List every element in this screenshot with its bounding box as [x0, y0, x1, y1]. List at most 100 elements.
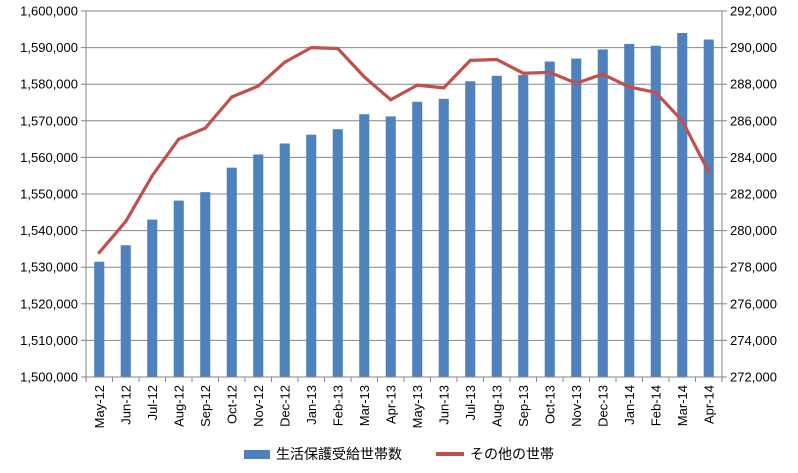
- line-point: [521, 71, 525, 75]
- gridlines: [86, 10, 722, 378]
- x-tick-label: Jul-13: [463, 385, 478, 420]
- line-point: [415, 83, 419, 87]
- line-point: [574, 81, 578, 85]
- bar: [332, 129, 343, 377]
- line-point: [654, 90, 658, 95]
- right-tick-label: 292,000: [730, 4, 777, 19]
- x-tick-label: May-13: [410, 385, 425, 428]
- right-tick-label: 274,000: [730, 333, 777, 348]
- bar: [677, 32, 688, 378]
- x-tick-label: Jun-12: [118, 385, 133, 425]
- bar: [544, 61, 555, 378]
- bar: [518, 75, 529, 378]
- line-point: [230, 95, 234, 99]
- line-point: [468, 58, 472, 63]
- bar: [306, 134, 317, 377]
- right-tick-label: 280,000: [730, 223, 777, 238]
- bar: [438, 98, 449, 377]
- right-tick-label: 284,000: [730, 150, 777, 165]
- x-tick-label: Oct-13: [542, 385, 557, 424]
- x-tick-label: Jan-14: [622, 385, 637, 425]
- axes: [81, 10, 727, 382]
- bar: [597, 49, 608, 378]
- bar: [359, 114, 370, 377]
- right-tick-label: 290,000: [730, 40, 777, 55]
- x-tick-label: Sep-13: [516, 385, 531, 427]
- x-tick-label: Oct-12: [224, 385, 239, 424]
- bar: [412, 101, 423, 377]
- x-tick-label: Aug-13: [489, 385, 504, 427]
- x-tick-label: Jul-12: [145, 385, 160, 420]
- left-tick-label: 1,600,000: [20, 4, 78, 19]
- bar: [253, 154, 264, 377]
- x-tick-label: Nov-13: [569, 385, 584, 427]
- left-tick-label: 1,590,000: [20, 40, 78, 55]
- line-point: [389, 98, 393, 102]
- legend-item-line-series: その他の世帯: [436, 444, 554, 464]
- left-tick-label: 1,510,000: [20, 333, 78, 348]
- x-tick-label: Feb-14: [648, 385, 663, 426]
- x-tick-label: Nov-12: [251, 385, 266, 427]
- left-tick-label: 1,570,000: [20, 113, 78, 128]
- line-point: [124, 219, 128, 224]
- left-tick-label: 1,580,000: [20, 77, 78, 92]
- bar-series: [94, 32, 714, 378]
- legend-bar-swatch: [244, 449, 270, 459]
- left-tick-label: 1,500,000: [20, 370, 78, 385]
- line-point: [203, 126, 207, 130]
- bar: [465, 81, 476, 377]
- bar: [571, 58, 582, 378]
- line-point: [601, 72, 605, 76]
- left-axis-tick-labels: 1,500,000 1,510,000 1,520,000 1,530,000 1,54…: [20, 4, 78, 385]
- left-tick-label: 1,560,000: [20, 150, 78, 165]
- line-point: [97, 250, 101, 255]
- bar: [650, 45, 661, 378]
- line-point: [680, 119, 684, 123]
- left-tick-label: 1,540,000: [20, 223, 78, 238]
- x-tick-label: Mar-13: [357, 385, 372, 426]
- x-tick-label: Sep-12: [198, 385, 213, 427]
- line-point: [283, 60, 287, 64]
- bar: [200, 192, 211, 377]
- left-tick-label: 1,550,000: [20, 187, 78, 202]
- legend: 生活保護受給世帯数 その他の世帯: [0, 444, 798, 464]
- x-tick-label: Feb-13: [330, 385, 345, 426]
- x-tick-label: May-12: [92, 385, 107, 428]
- right-tick-label: 278,000: [730, 260, 777, 275]
- right-tick-label: 286,000: [730, 113, 777, 128]
- line-point: [362, 75, 366, 79]
- bar: [147, 219, 158, 377]
- bar: [385, 116, 396, 378]
- line-point: [707, 170, 711, 174]
- x-tick-label: Apr-13: [383, 385, 398, 424]
- line-point: [309, 46, 313, 50]
- line-series: [97, 45, 711, 255]
- line-path: [97, 45, 711, 255]
- x-tick-label: Aug-12: [171, 385, 186, 427]
- right-tick-label: 276,000: [730, 296, 777, 311]
- bar: [226, 167, 237, 377]
- x-tick-label: Mar-14: [675, 385, 690, 426]
- legend-line-label: その他の世帯: [470, 446, 554, 462]
- x-tick-label: Dec-12: [277, 385, 292, 427]
- bar: [94, 261, 105, 377]
- right-axis-tick-labels: 272,000 274,000 276,000 278,000 280,000 282,0…: [730, 4, 777, 385]
- x-tick-label: Jun-13: [436, 385, 451, 425]
- legend-line-swatch: [436, 452, 464, 456]
- right-tick-label: 282,000: [730, 187, 777, 202]
- line-point: [627, 85, 631, 89]
- bar: [120, 245, 131, 377]
- line-point: [336, 46, 340, 51]
- line-point: [548, 70, 552, 74]
- line-point: [256, 84, 260, 88]
- bar: [491, 75, 502, 378]
- left-tick-label: 1,520,000: [20, 296, 78, 311]
- x-tick-label: Apr-14: [701, 385, 716, 424]
- x-axis-tick-labels: May-12 Jun-12 Jul-12 Aug-12 Sep-12 Oct-12 Nov-…: [92, 385, 717, 428]
- right-tick-label: 272,000: [730, 370, 777, 385]
- right-tick-label: 288,000: [730, 77, 777, 92]
- line-point: [150, 174, 154, 178]
- legend-item-bar-series: 生活保護受給世帯数: [244, 444, 402, 464]
